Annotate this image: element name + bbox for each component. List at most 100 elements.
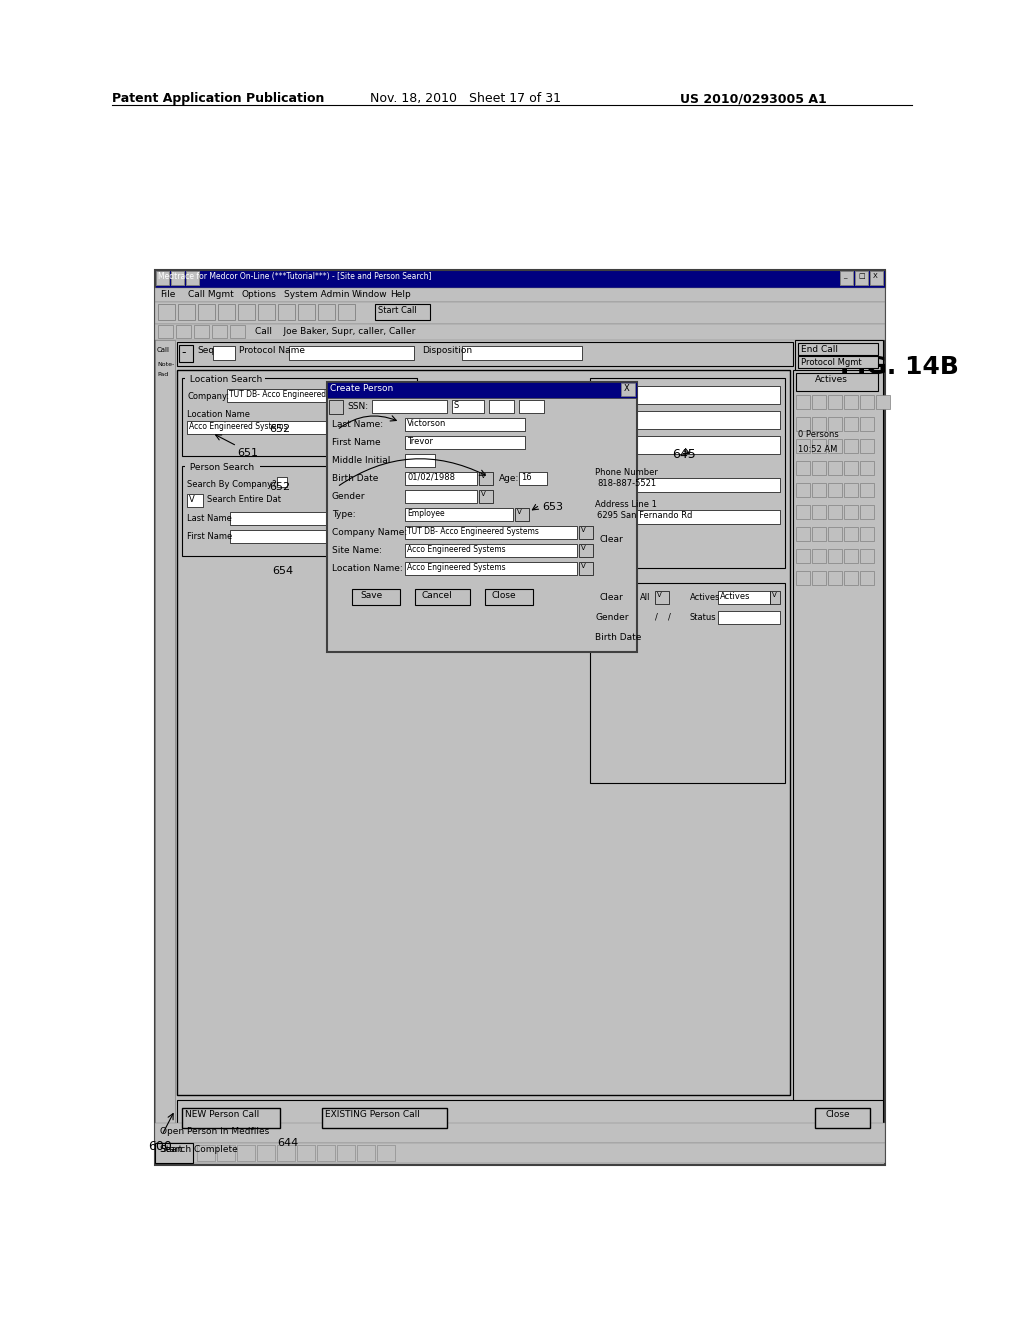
Bar [155,302,885,323]
Bar [415,589,470,605]
Bar [798,356,878,368]
Bar [372,400,447,413]
Text: Last Name:: Last Name: [332,420,383,429]
Bar [406,418,525,432]
Text: V: V [581,527,586,533]
Text: Nov. 18, 2010   Sheet 17 of 31: Nov. 18, 2010 Sheet 17 of 31 [370,92,561,106]
Text: Age:: Age: [499,474,519,483]
Text: Trevor: Trevor [407,437,433,446]
Bar [329,400,343,414]
Text: Phone Number: Phone Number [595,469,657,477]
Bar [230,531,330,543]
Text: Start: Start [160,1144,182,1154]
Bar [155,323,885,341]
Bar [793,370,883,1144]
Bar [595,533,633,548]
Text: Acco Engineered Systems: Acco Engineered Systems [407,545,506,554]
Text: Open Person in Medfiles: Open Person in Medfiles [160,1127,269,1137]
Bar [485,589,534,605]
Text: Actives: Actives [815,375,848,384]
Text: Clear: Clear [599,593,623,602]
Bar [177,1100,883,1144]
Bar [590,378,785,568]
Bar [182,466,417,556]
Bar [155,1143,885,1163]
Text: Seq: Seq [197,346,214,355]
Text: 6295 San Fernando Rd: 6295 San Fernando Rd [597,511,692,520]
Bar [579,525,593,539]
Bar [338,304,355,319]
Bar [171,271,184,285]
Text: V: V [657,591,662,598]
Bar [342,389,356,403]
Bar [317,1144,335,1162]
Text: Company Name:: Company Name: [332,528,408,537]
Bar [278,1144,295,1162]
Bar [479,490,493,503]
Bar [812,572,826,585]
Bar [812,461,826,475]
Text: Disposition: Disposition [422,346,472,355]
Bar [519,473,547,484]
Text: -: - [181,346,185,359]
Text: 652: 652 [269,424,290,434]
Bar [462,346,582,360]
Bar [186,271,199,285]
Bar [406,544,577,557]
Bar [155,271,885,288]
Bar [178,304,195,319]
Text: Close: Close [825,1110,850,1119]
Text: 10:52 AM: 10:52 AM [798,445,838,454]
Text: Acco Engineered Systems: Acco Engineered Systems [407,564,506,572]
Bar [257,1144,275,1162]
Bar [155,288,885,302]
Text: Address Line 1: Address Line 1 [595,500,656,510]
Text: 0 Persons: 0 Persons [798,430,839,440]
Bar [870,271,883,285]
Bar [812,395,826,409]
Bar [155,1143,193,1163]
Text: Patent Application Publication: Patent Application Publication [112,92,325,106]
Bar [840,271,853,285]
Bar [158,325,173,338]
Text: Protocol Mgmt: Protocol Mgmt [801,358,861,367]
Bar [155,271,885,1166]
Bar [796,506,810,519]
Text: Search By Company?: Search By Company? [187,480,276,488]
Text: Acco Engineered Systems: Acco Engineered Systems [189,422,288,432]
Bar [155,341,175,1130]
Bar [238,304,255,319]
Bar [796,461,810,475]
Bar [352,589,400,605]
Bar [828,506,842,519]
Text: V: V [481,473,485,479]
Bar [322,1107,447,1129]
Bar [796,549,810,564]
Text: 818-887-5521: 818-887-5521 [597,479,656,488]
Text: V: V [189,495,195,504]
Text: 645: 645 [672,447,695,461]
Bar [828,461,842,475]
Text: System Admin: System Admin [284,290,349,300]
Bar [655,591,669,605]
Text: Last Name: Last Name [187,513,231,523]
Text: Actives: Actives [690,593,721,602]
Text: Company:: Company: [187,392,229,401]
Bar [812,483,826,498]
Text: 654: 654 [272,566,293,576]
Bar [213,346,234,360]
Bar [298,304,315,319]
Bar [844,440,858,453]
Bar [860,395,874,409]
Text: /: / [655,612,657,622]
Bar [860,506,874,519]
Bar [406,562,577,576]
Text: /: / [668,612,671,622]
Text: Pad: Pad [157,372,168,378]
Text: Location Name: Location Name [187,411,250,418]
Bar [327,381,637,652]
Text: 652: 652 [269,482,290,492]
Text: First Name: First Name [187,532,232,541]
Text: _: _ [843,273,847,279]
Bar [595,411,780,429]
